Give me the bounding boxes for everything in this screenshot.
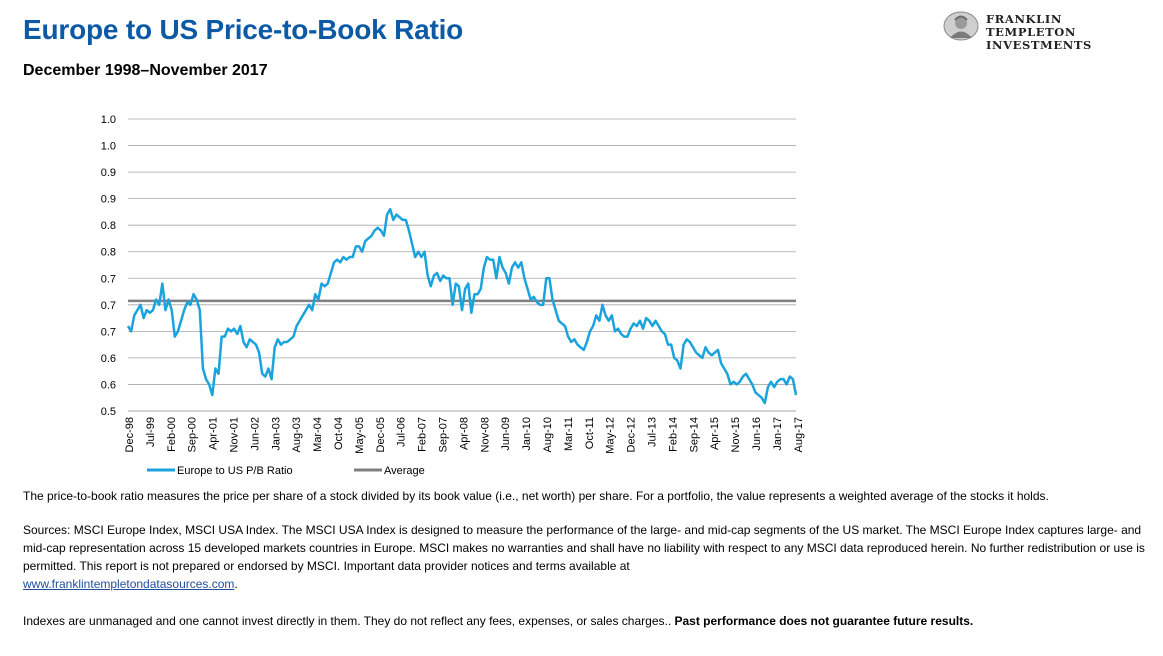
y-tick-label: 0.5: [101, 406, 116, 418]
sources-end: .: [234, 577, 238, 591]
logo-line2: INVESTMENTS: [986, 38, 1092, 52]
sources-note: Sources: MSCI Europe Index, MSCI USA Ind…: [23, 521, 1148, 593]
y-tick-label: 1.0: [101, 141, 116, 153]
y-tick-label: 0.6: [101, 379, 116, 391]
sources-text: Sources: MSCI Europe Index, MSCI USA Ind…: [23, 523, 1145, 573]
logo-line1: FRANKLIN TEMPLETON: [986, 12, 1077, 39]
page-title: Europe to US Price-to-Book Ratio: [23, 14, 464, 45]
company-logo: FRANKLIN TEMPLETON INVESTMENTS: [942, 11, 1142, 52]
x-tick-label: Feb-07: [417, 417, 429, 452]
x-tick-label: Dec-12: [626, 417, 638, 452]
x-tick-label: Jan-10: [521, 417, 533, 451]
x-tick-label: May-05: [354, 417, 366, 454]
x-tick-label: Nov-15: [730, 417, 742, 452]
line-chart: 0.5 0.6 0.6 0.7 0.7 0.7 0.8 0.8 0.9 0.9 1.0 1.0 Dec-…: [101, 114, 805, 477]
x-tick-label: Jun-09: [500, 417, 512, 451]
y-tick-label: 0.9: [101, 167, 116, 179]
series-line-europe-us-pb: [126, 208, 798, 405]
footnotes: The price-to-book ratio measures the pri…: [23, 487, 1148, 630]
legend-label-average: Average: [384, 465, 425, 477]
disclaimer-note: Indexes are unmanaged and one cannot inv…: [23, 612, 1148, 630]
x-tick-label: Jul-06: [396, 417, 408, 447]
sources-link[interactable]: www.franklintempletondatasources.com: [23, 577, 235, 591]
x-tick-label: Dec-05: [375, 417, 387, 452]
x-tick-label: Apr-01: [208, 417, 220, 450]
x-tick-label: Apr-15: [709, 417, 721, 450]
x-tick-label: Aug-03: [291, 417, 303, 452]
y-tick-label: 0.9: [101, 194, 116, 206]
x-tick-label: Jan-17: [772, 417, 784, 451]
y-tick-label: 0.8: [101, 220, 116, 232]
page-subtitle: December 1998–November 2017: [23, 62, 268, 79]
x-tick-label: Sep-07: [438, 417, 450, 452]
franklin-portrait-icon: [943, 11, 979, 41]
x-tick-label: Mar-11: [563, 417, 575, 451]
x-tick-label: Apr-08: [458, 417, 470, 450]
x-tick-label: Aug-17: [793, 417, 805, 452]
x-tick-label: Feb-00: [166, 417, 178, 452]
x-tick-label: Nov-08: [479, 417, 491, 452]
x-tick-label: Jul-99: [145, 417, 157, 447]
y-tick-label: 0.7: [101, 326, 116, 338]
x-tick-label: Dec-98: [124, 417, 136, 452]
y-tick-label: 0.6: [101, 353, 116, 365]
x-tick-label: Nov-01: [229, 417, 241, 452]
x-tick-label: Jun-16: [751, 417, 763, 451]
x-tick-label: Jan-03: [270, 417, 282, 451]
x-tick-label: Oct-04: [333, 417, 345, 450]
y-tick-label: 1.0: [101, 114, 116, 126]
legend-label-series: Europe to US P/B Ratio: [177, 465, 293, 477]
x-tick-label: Jun-02: [249, 417, 261, 451]
x-tick-label: Sep-00: [187, 417, 199, 452]
x-tick-label: Mar-04: [312, 417, 324, 452]
x-tick-label: Feb-14: [667, 417, 679, 452]
disclaimer-bold: Past performance does not guarantee futu…: [674, 614, 974, 628]
x-tick-label: May-12: [605, 417, 617, 454]
disclaimer-text: Indexes are unmanaged and one cannot inv…: [23, 614, 675, 628]
y-tick-label: 0.7: [101, 273, 116, 285]
x-tick-label: Sep-14: [688, 417, 700, 452]
x-tick-label: Jul-13: [647, 417, 659, 447]
x-tick-label: Oct-11: [584, 417, 596, 449]
x-tick-label: Aug-10: [542, 417, 554, 452]
definition-note: The price-to-book ratio measures the pri…: [23, 489, 1049, 503]
y-tick-label: 0.8: [101, 247, 116, 259]
y-tick-label: 0.7: [101, 300, 116, 312]
